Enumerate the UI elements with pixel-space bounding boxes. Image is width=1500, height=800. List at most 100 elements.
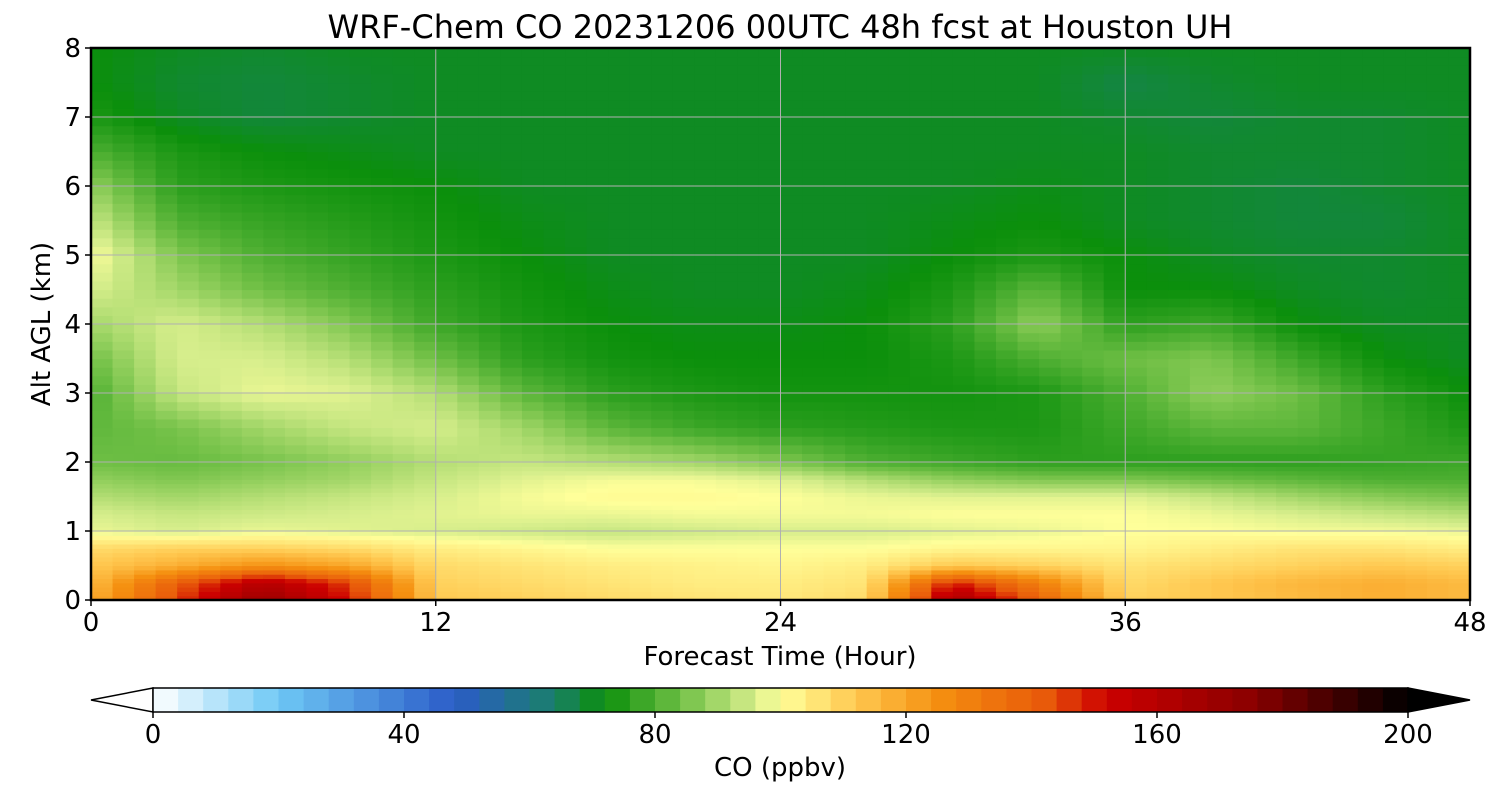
heatmap-cell xyxy=(1297,401,1320,411)
heatmap-cell xyxy=(284,349,308,360)
heatmap-cell xyxy=(758,332,782,342)
heatmap-cell xyxy=(457,82,480,92)
heatmap-cell xyxy=(866,418,889,429)
heatmap-cell xyxy=(694,591,717,597)
heatmap-cell xyxy=(694,574,717,580)
heatmap-cell xyxy=(1039,500,1062,506)
heatmap-cell xyxy=(1254,125,1277,135)
heatmap-cell xyxy=(241,410,264,420)
heatmap-cell xyxy=(802,177,825,187)
heatmap-cell xyxy=(1189,565,1213,571)
heatmap-cell xyxy=(263,289,286,299)
heatmap-cell xyxy=(198,65,221,75)
heatmap-cell xyxy=(995,272,1019,282)
heatmap-cell xyxy=(845,427,868,437)
heatmap-cell xyxy=(651,117,674,127)
heatmap-cell xyxy=(1362,289,1385,299)
heatmap-cell xyxy=(1017,332,1040,342)
heatmap-cell xyxy=(758,315,782,325)
heatmap-cell xyxy=(737,513,760,519)
heatmap-cell xyxy=(1211,487,1234,493)
heatmap-cell xyxy=(952,168,976,178)
heatmap-cell xyxy=(1340,220,1363,230)
heatmap-cell xyxy=(1232,117,1256,127)
heatmap-cell xyxy=(328,324,351,334)
heatmap-cell xyxy=(414,108,437,118)
heatmap-cell xyxy=(1082,595,1105,601)
heatmap-cell xyxy=(565,548,588,554)
heatmap-cell xyxy=(694,569,717,575)
heatmap-cell xyxy=(521,186,545,196)
heatmap-cell xyxy=(995,591,1019,597)
heatmap-cell xyxy=(392,479,415,485)
heatmap-cell xyxy=(586,48,609,58)
heatmap-cell xyxy=(91,556,114,562)
heatmap-cell xyxy=(392,160,415,170)
heatmap-cell xyxy=(995,332,1019,342)
heatmap-cell xyxy=(651,306,674,316)
heatmap-cell xyxy=(909,306,932,316)
heatmap-cell xyxy=(1254,263,1277,273)
heatmap-cell xyxy=(845,505,868,511)
heatmap-cell xyxy=(1383,509,1406,515)
heatmap-cell xyxy=(521,505,545,511)
heatmap-cell xyxy=(1103,375,1126,385)
heatmap-cell xyxy=(112,462,135,467)
heatmap-cell xyxy=(1276,470,1299,476)
heatmap-cell xyxy=(1060,160,1083,170)
heatmap-cell xyxy=(974,306,997,316)
heatmap-cell xyxy=(1448,565,1471,571)
heatmap-cell xyxy=(349,462,372,467)
heatmap-cell xyxy=(371,453,394,463)
heatmap-cell xyxy=(931,324,954,334)
heatmap-cell xyxy=(91,513,114,519)
heatmap-cell xyxy=(1383,526,1406,532)
heatmap-cell xyxy=(608,177,631,187)
heatmap-cell xyxy=(1297,237,1320,247)
heatmap-cell xyxy=(457,543,480,549)
heatmap-cell xyxy=(1319,509,1342,515)
heatmap-cell xyxy=(802,531,825,536)
heatmap-cell xyxy=(500,99,523,109)
heatmap-cell xyxy=(1039,349,1062,360)
heatmap-cell xyxy=(328,474,351,480)
heatmap-cell xyxy=(1276,108,1299,118)
heatmap-cell xyxy=(1189,229,1213,239)
heatmap-cell xyxy=(565,531,588,536)
heatmap-cell xyxy=(1017,341,1040,351)
heatmap-cell xyxy=(651,492,674,498)
heatmap-cell xyxy=(1340,539,1363,545)
heatmap-cell xyxy=(220,565,243,571)
heatmap-cell xyxy=(715,211,739,222)
heatmap-cell xyxy=(1276,142,1299,153)
heatmap-cell xyxy=(1405,436,1428,446)
heatmap-cell xyxy=(306,565,329,571)
heatmap-cell xyxy=(780,332,803,342)
heatmap-cell xyxy=(931,479,954,485)
heatmap-cell xyxy=(543,487,566,493)
heatmap-cell xyxy=(155,552,178,558)
heatmap-cell xyxy=(1168,526,1191,532)
heatmap-cell xyxy=(586,272,609,282)
heatmap-cell xyxy=(1276,466,1299,472)
heatmap-cell xyxy=(112,306,135,316)
heatmap-cell xyxy=(1448,401,1471,411)
heatmap-cell xyxy=(586,410,609,420)
heatmap-cell xyxy=(909,453,932,463)
heatmap-cell xyxy=(134,375,157,385)
heatmap-cell xyxy=(651,410,674,420)
heatmap-cell xyxy=(629,496,652,502)
heatmap-cell xyxy=(1448,427,1471,437)
heatmap-cell xyxy=(328,220,351,230)
heatmap-cell xyxy=(155,117,178,127)
heatmap-cell xyxy=(220,466,243,472)
heatmap-cell xyxy=(1039,117,1062,127)
heatmap-cell xyxy=(608,522,631,528)
heatmap-cell xyxy=(521,168,545,178)
heatmap-cell xyxy=(1232,552,1256,558)
heatmap-cell xyxy=(823,125,846,135)
heatmap-cell xyxy=(1060,289,1083,299)
heatmap-cell xyxy=(1297,479,1320,485)
heatmap-cell xyxy=(435,591,458,597)
heatmap-cell xyxy=(500,220,523,230)
